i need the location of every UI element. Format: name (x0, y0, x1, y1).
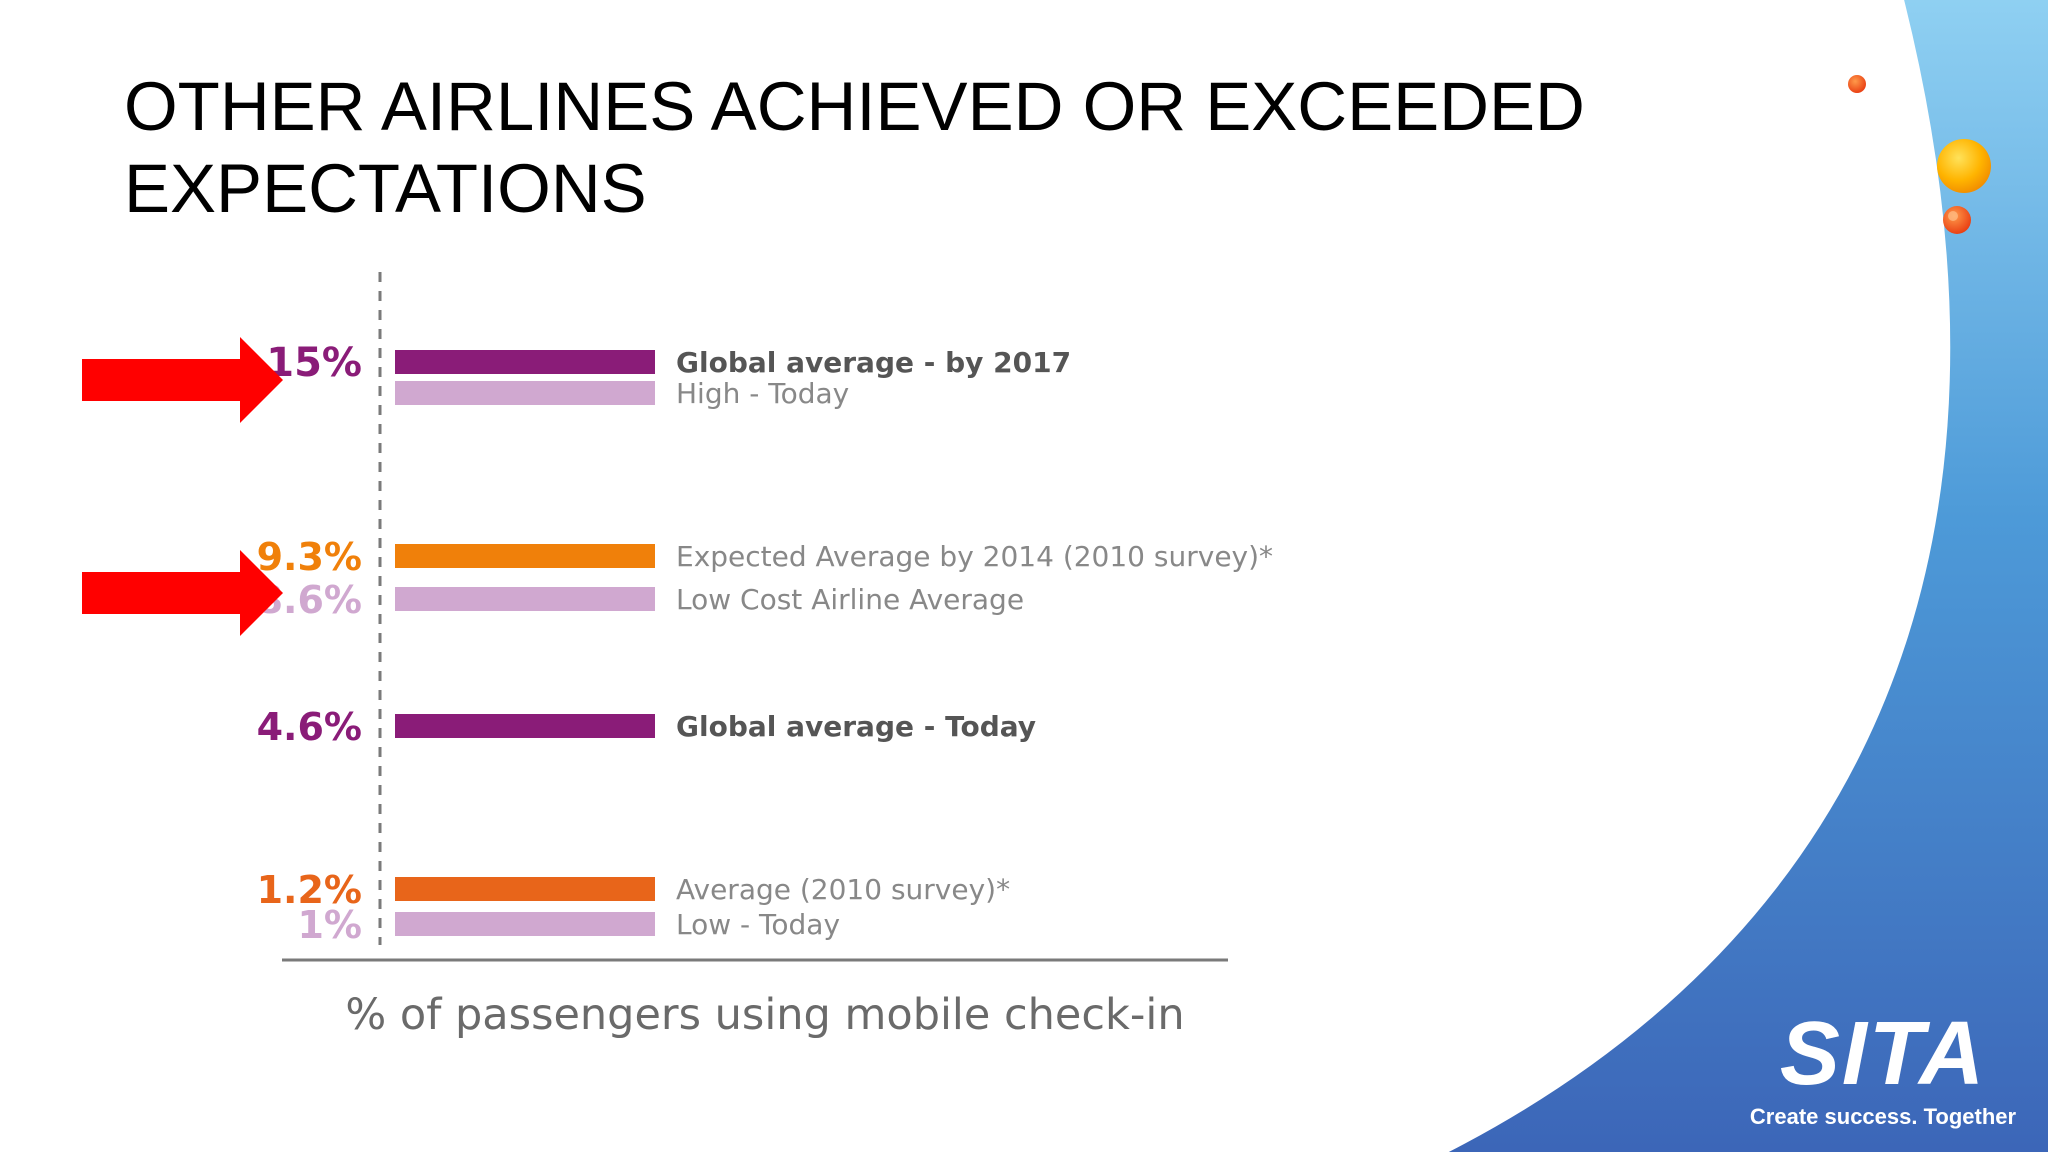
brand-tagline: Create success. Together (1749, 1104, 2017, 1129)
white-swoosh-edge (1438, 0, 1951, 1152)
chart-bar (395, 714, 655, 738)
chart-series-label: Global average - by 2017 (676, 346, 1071, 379)
chart-bar (395, 587, 655, 611)
chart-series-label: Global average - Today (676, 710, 1036, 743)
red-arrow-icon (82, 550, 283, 636)
sita-logo: SITA (1779, 1004, 1987, 1104)
small-orange-dot-icon (1848, 75, 1866, 93)
chart-bar (395, 350, 655, 374)
chart-value-label: 1% (297, 903, 362, 947)
chart-bar (395, 381, 655, 405)
sita-brand: SITA Create success. Together (1738, 1004, 2028, 1130)
red-arrow-icon (82, 337, 283, 423)
red-dot-icon (1943, 206, 1971, 234)
orange-sun-icon (1937, 139, 1991, 193)
slide-title-line-2: EXPECTATIONS (124, 150, 647, 227)
chart-x-axis-label: % of passengers using mobile check-in (345, 990, 1185, 1040)
chart-series-label: Average (2010 survey)* (676, 873, 1010, 906)
chart-value-label: 1.2% (257, 868, 362, 912)
slide-title: OTHER AIRLINES ACHIEVED OR EXCEEDED EXPE… (124, 66, 1724, 230)
chart-value-label: 15% (266, 340, 362, 386)
chart-series-label: Low - Today (676, 908, 840, 941)
slide-title-line-1: OTHER AIRLINES ACHIEVED OR EXCEEDED (124, 68, 1585, 145)
chart-bar (395, 912, 655, 936)
chart-value-label: 9.3% (257, 535, 362, 579)
chart-bar (395, 877, 655, 901)
red-dot-highlight-icon (1948, 211, 1958, 221)
chart-bar (395, 544, 655, 568)
chart-series-label: Expected Average by 2014 (2010 survey)* (676, 540, 1273, 573)
chart-series-label: Low Cost Airline Average (676, 583, 1024, 616)
chart-series-label: High - Today (676, 377, 849, 410)
blue-swoosh (1440, 0, 2048, 1152)
chart-value-label: 4.6% (257, 705, 362, 749)
